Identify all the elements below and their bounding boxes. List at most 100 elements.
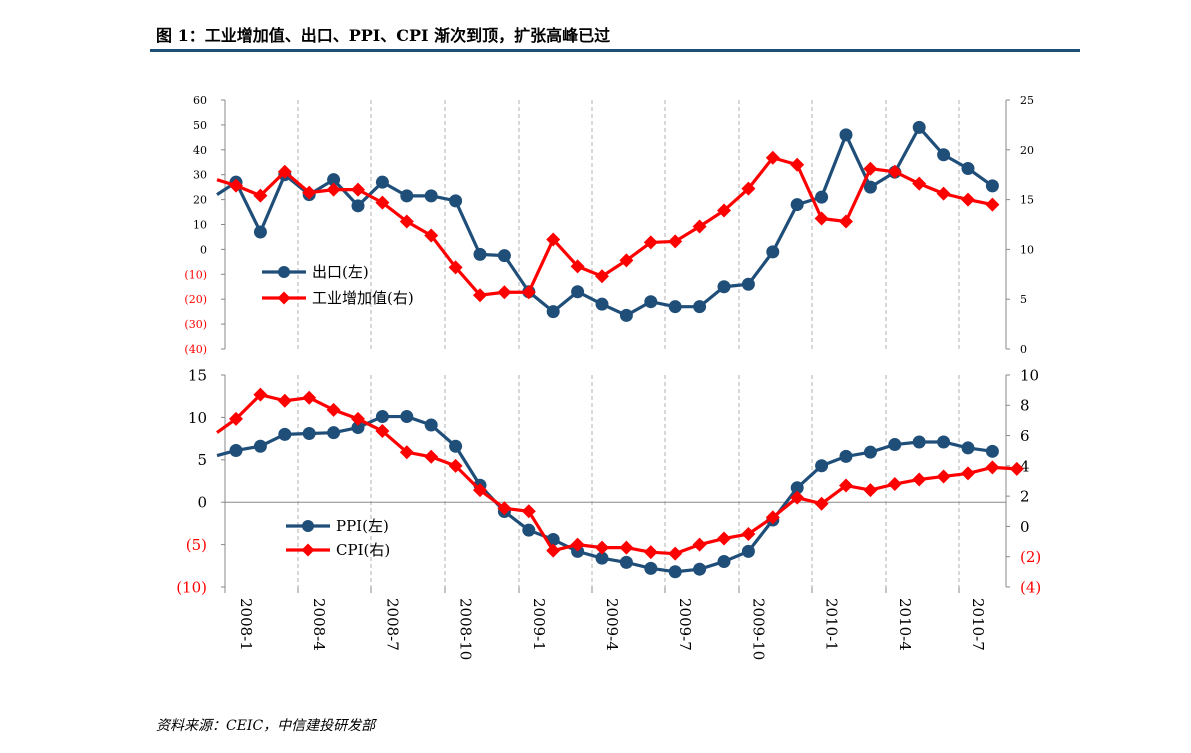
point-marker: [961, 161, 975, 175]
right-tick-label: 0: [1020, 518, 1030, 536]
point-marker: [570, 537, 585, 552]
source-note: 资料来源：CEIC，中信建投研发部: [156, 718, 376, 734]
x-tick-label: 2008-1: [237, 598, 255, 651]
point-marker: [814, 496, 829, 511]
point-marker: [717, 531, 731, 546]
point-marker: [693, 300, 707, 314]
point-marker: [327, 173, 341, 187]
point-marker: [961, 441, 975, 455]
point-marker: [448, 458, 463, 473]
point-marker: [399, 445, 414, 460]
point-marker: [546, 232, 561, 247]
point-marker: [668, 546, 683, 561]
title-rule: [150, 49, 1080, 52]
point-marker: [546, 543, 561, 558]
x-tick-label: 2010-1: [823, 598, 841, 651]
point-marker: [790, 198, 804, 212]
point-marker: [619, 555, 633, 569]
point-marker: [449, 439, 463, 453]
point-marker: [473, 483, 487, 498]
legend-label: CPI(右): [336, 541, 390, 559]
point-marker: [961, 192, 975, 207]
right-tick-label: (4): [1020, 578, 1041, 596]
point-marker: [790, 157, 805, 172]
point-marker: [497, 285, 512, 300]
point-marker: [424, 189, 438, 203]
point-marker: [570, 259, 585, 274]
point-marker: [863, 483, 878, 498]
point-marker: [814, 211, 829, 226]
point-marker: [717, 203, 731, 218]
left-tick-label: 0: [197, 494, 207, 512]
point-marker: [253, 439, 267, 453]
point-marker: [741, 544, 755, 558]
point-marker: [375, 195, 390, 210]
point-marker: [375, 175, 389, 189]
right-tick-label: 8: [1020, 397, 1030, 415]
point-marker: [522, 523, 536, 537]
point-marker: [668, 234, 683, 249]
point-marker: [985, 444, 999, 458]
legend-label: 出口(左): [312, 263, 369, 281]
point-marker: [790, 481, 804, 495]
point-marker: [229, 178, 243, 193]
legend-marker: [302, 520, 314, 532]
point-marker: [619, 540, 634, 555]
point-marker: [302, 390, 317, 405]
point-marker: [765, 510, 780, 525]
point-marker: [912, 472, 927, 487]
point-marker: [766, 245, 780, 259]
point-marker: [741, 181, 756, 196]
x-tick-label: 2009-7: [676, 598, 694, 651]
point-marker: [351, 411, 365, 426]
point-marker: [863, 445, 877, 459]
point-marker: [400, 410, 414, 424]
x-tick-label: 2008-7: [383, 598, 401, 651]
point-marker: [692, 219, 707, 234]
point-marker: [985, 197, 1000, 212]
point-marker: [277, 393, 292, 408]
right-tick-label: (2): [1020, 548, 1041, 566]
left-tick-label: (10): [176, 578, 207, 596]
x-tick-label: 2009-1: [530, 598, 548, 651]
left-tick-label: 10: [193, 218, 207, 231]
point-marker: [912, 176, 927, 191]
point-marker: [790, 490, 805, 505]
point-marker: [717, 280, 731, 294]
point-marker: [302, 185, 317, 200]
point-marker: [521, 504, 536, 519]
right-tick-label: 10: [1020, 243, 1034, 256]
point-marker: [375, 410, 389, 424]
legend-marker: [278, 266, 290, 278]
x-tick-label: 2008-10: [457, 598, 475, 660]
point-marker: [326, 402, 341, 417]
point-marker: [546, 305, 560, 319]
point-marker: [692, 537, 707, 552]
point-marker: [741, 527, 756, 541]
right-tick-label: 4: [1020, 457, 1030, 475]
point-marker: [936, 186, 951, 201]
left-tick-label: 20: [193, 194, 207, 207]
point-marker: [887, 477, 902, 492]
point-marker: [888, 438, 902, 452]
point-marker: [912, 435, 926, 449]
point-marker: [815, 459, 829, 473]
left-tick-label: 50: [193, 119, 207, 132]
series-line-blue: [216, 125, 994, 317]
point-marker: [327, 426, 341, 440]
point-marker: [863, 180, 877, 194]
point-marker: [717, 555, 731, 569]
left-tick-label: 0: [200, 243, 207, 256]
point-marker: [644, 561, 658, 575]
x-tick-label: 2009-4: [603, 598, 621, 651]
point-marker: [985, 179, 999, 193]
x-tick-label: 2010-4: [896, 598, 914, 651]
point-marker: [448, 260, 463, 275]
point-marker: [424, 418, 438, 432]
point-marker: [375, 424, 390, 439]
point-marker: [229, 411, 243, 426]
point-marker: [863, 161, 878, 176]
point-marker: [619, 253, 634, 268]
point-marker: [424, 449, 439, 464]
point-marker: [229, 443, 243, 457]
